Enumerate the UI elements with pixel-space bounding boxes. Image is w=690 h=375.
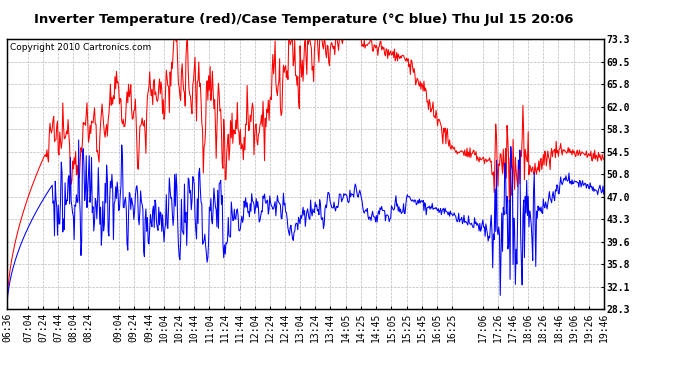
Text: Inverter Temperature (red)/Case Temperature (°C blue) Thu Jul 15 20:06: Inverter Temperature (red)/Case Temperat… <box>34 13 573 26</box>
Text: Copyright 2010 Cartronics.com: Copyright 2010 Cartronics.com <box>10 44 151 52</box>
